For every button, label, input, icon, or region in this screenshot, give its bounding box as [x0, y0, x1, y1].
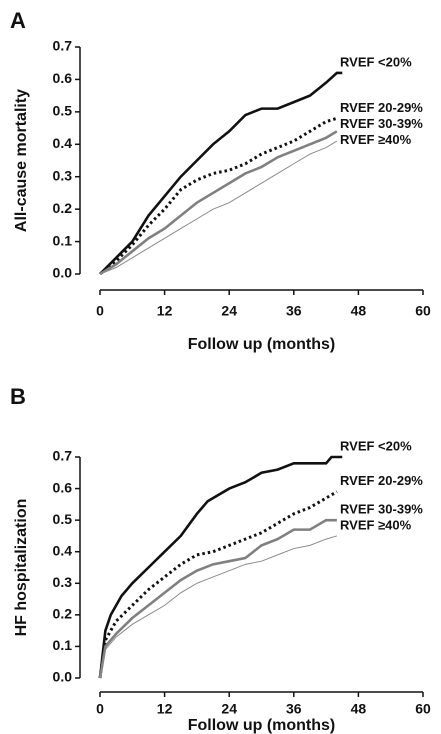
x-axis-label: Follow up (months)	[188, 336, 336, 353]
y-tick-label: 0.1	[53, 232, 73, 248]
y-tick-label: 0.0	[53, 265, 73, 281]
y-tick-label: 0.6	[53, 70, 73, 86]
series-line	[99, 535, 338, 679]
x-tick-label: 60	[415, 701, 431, 717]
y-tick-label: 0.7	[53, 448, 73, 464]
x-tick-label: 60	[415, 303, 431, 319]
x-tick-label: 36	[286, 303, 302, 319]
series-label: RVEF ≥40%	[340, 132, 412, 147]
x-tick-label: 12	[157, 303, 173, 319]
x-axis-label: Follow up (months)	[188, 717, 336, 734]
x-tick-label: 0	[96, 701, 104, 717]
y-tick-label: 0.7	[53, 38, 73, 54]
y-tick-label: 0.6	[53, 479, 73, 495]
series-line	[98, 490, 338, 679]
y-axis-label: All-cause mortality	[13, 89, 30, 232]
x-tick-label: 24	[221, 303, 237, 319]
series-line	[99, 116, 338, 276]
series-line	[98, 518, 337, 679]
series-label: RVEF <20%	[340, 438, 412, 453]
x-tick-label: 12	[157, 701, 173, 717]
series-label: RVEF 20-29%	[340, 100, 423, 115]
series-line	[99, 130, 338, 276]
x-tick-label: 48	[351, 701, 367, 717]
series-line	[98, 455, 343, 679]
y-tick-label: 0.2	[53, 606, 73, 622]
y-tick-label: 0.0	[53, 669, 73, 685]
y-tick-label: 0.4	[53, 542, 73, 558]
y-tick-label: 0.5	[53, 511, 73, 527]
x-tick-label: 48	[351, 303, 367, 319]
series-line	[99, 140, 338, 275]
series-line	[99, 71, 343, 275]
y-tick-label: 0.3	[53, 167, 73, 183]
series-label: RVEF 30-39%	[340, 116, 423, 131]
y-tick-label: 0.2	[53, 200, 73, 216]
series-label: RVEF ≥40%	[340, 518, 412, 533]
series-label: RVEF <20%	[340, 54, 412, 69]
y-tick-label: 0.3	[53, 574, 73, 590]
panel-label: A	[10, 8, 26, 33]
y-tick-label: 0.5	[53, 103, 73, 119]
y-tick-label: 0.4	[53, 135, 73, 151]
series-label: RVEF 20-29%	[340, 473, 423, 488]
x-tick-label: 24	[221, 701, 237, 717]
x-tick-label: 36	[286, 701, 302, 717]
series-label: RVEF 30-39%	[340, 502, 423, 517]
x-tick-label: 0	[96, 303, 104, 319]
y-tick-label: 0.1	[53, 637, 73, 653]
panel-label: B	[10, 384, 26, 409]
y-axis-label: HF hospitalization	[13, 499, 30, 637]
